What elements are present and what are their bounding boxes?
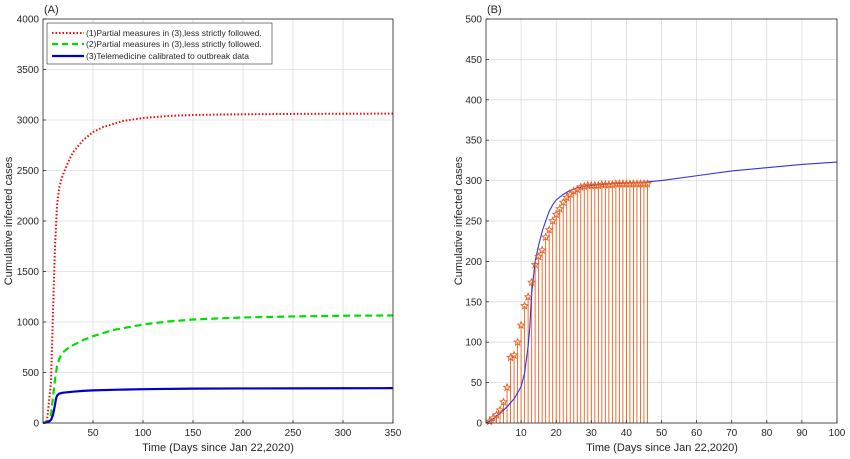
panel-label-b: (B) bbox=[487, 4, 502, 16]
y-tick-label-b: 150 bbox=[465, 297, 482, 308]
points-group-b bbox=[484, 179, 653, 426]
data-point-star bbox=[530, 259, 540, 269]
x-axis-label-a: Time (Days since Jan 22,2020) bbox=[142, 442, 294, 454]
data-point-star bbox=[506, 352, 516, 362]
data-point-star bbox=[502, 382, 512, 392]
data-point-star bbox=[541, 232, 551, 242]
x-tick-label-a: 350 bbox=[385, 428, 402, 439]
panel-label-a: (A) bbox=[44, 4, 59, 16]
x-tick-label-a: 300 bbox=[335, 428, 352, 439]
data-point-star bbox=[491, 410, 502, 419]
legend-box-a bbox=[46, 22, 273, 65]
y-tick-label-b: 450 bbox=[465, 55, 482, 66]
x-tick-label-b: 60 bbox=[691, 428, 703, 439]
chart-panel-b: 10 20 30 40 50 60 70 80 90 100 0 50 100 150 200 250 300 3… bbox=[453, 4, 846, 454]
stems-group-b bbox=[489, 183, 648, 423]
legend-entry-3: (3)Telemedicine calibrated to outbreak d… bbox=[86, 51, 249, 61]
x-tick-label-b: 90 bbox=[796, 428, 808, 439]
series-line-2 bbox=[42, 314, 394, 425]
y-tick-label-b: 400 bbox=[465, 95, 482, 106]
ticks-b: 10 20 30 40 50 60 70 80 90 100 0 50 100 150 200 250 300 3… bbox=[465, 15, 845, 440]
legend-entry-1: (1)Partial measures in (3),less strictly… bbox=[86, 28, 262, 38]
x-tick-label-a: 250 bbox=[285, 428, 302, 439]
x-tick-label-a: 50 bbox=[87, 428, 99, 439]
data-point-star bbox=[495, 405, 505, 414]
series-line-1 bbox=[42, 112, 394, 424]
y-tick-label-b: 100 bbox=[465, 338, 482, 349]
grid-b bbox=[486, 18, 838, 424]
fit-curve-line bbox=[485, 161, 838, 424]
x-tick-label-b: 40 bbox=[621, 428, 633, 439]
data-point-star bbox=[527, 277, 537, 287]
data-point-star bbox=[551, 209, 561, 219]
series-group-a bbox=[42, 112, 394, 425]
data-point-star bbox=[544, 225, 554, 234]
y-tick-label-b: 50 bbox=[471, 378, 483, 389]
y-tick-label-b: 350 bbox=[465, 136, 482, 147]
data-point-star bbox=[537, 245, 547, 254]
x-tick-label-b: 70 bbox=[726, 428, 738, 439]
legend-a: (1)Partial measures in (3),less strictly… bbox=[46, 22, 273, 65]
data-point-star bbox=[607, 179, 617, 189]
data-point-star bbox=[593, 180, 603, 190]
data-point-star bbox=[548, 216, 558, 225]
data-point-star bbox=[558, 197, 568, 207]
y-tick-label-b: 300 bbox=[465, 176, 482, 187]
x-tick-label-b: 20 bbox=[551, 428, 563, 439]
y-tick-label-b: 500 bbox=[465, 15, 482, 26]
x-tick-label-b: 100 bbox=[829, 428, 846, 439]
data-point-star bbox=[520, 301, 530, 310]
data-point-star bbox=[513, 337, 523, 347]
series-line-3 bbox=[42, 387, 394, 425]
fit-curve-group-b bbox=[485, 161, 838, 424]
x-tick-label-b: 10 bbox=[516, 428, 528, 439]
legend-entry-2: (2)Partial measures in (3),less strictly… bbox=[86, 39, 262, 49]
y-tick-label-b: 200 bbox=[465, 257, 482, 268]
x-tick-label-a: 100 bbox=[135, 428, 152, 439]
data-point-star bbox=[555, 204, 565, 213]
y-tick-label-b: 250 bbox=[465, 217, 482, 228]
data-point-star bbox=[572, 184, 582, 194]
y-axis-label-b: Cumulative infected cases bbox=[453, 156, 465, 285]
chart-panel-a: 50 100 150 200 250 300 35005001000150020002500… bbox=[3, 4, 402, 454]
y-tick-label-a: 1000 bbox=[17, 318, 40, 329]
y-axis-label-a: Cumulative infected cases bbox=[3, 156, 15, 285]
y-tick-label-a: 1500 bbox=[17, 267, 40, 278]
x-tick-label-b: 80 bbox=[761, 428, 773, 439]
x-tick-label-a: 200 bbox=[235, 428, 252, 439]
data-point-star bbox=[642, 179, 653, 188]
y-tick-label-a: 0 bbox=[33, 419, 39, 430]
data-point-star bbox=[509, 350, 519, 360]
data-point-star bbox=[516, 320, 526, 330]
y-tick-label-a: 4000 bbox=[17, 15, 40, 26]
y-tick-label-a: 2500 bbox=[17, 166, 40, 177]
x-tick-label-b: 50 bbox=[656, 428, 668, 439]
data-point-star bbox=[523, 292, 533, 301]
data-point-star bbox=[579, 181, 589, 191]
ticks-a: 50 100 150 200 250 300 35005001000150020002500… bbox=[17, 15, 402, 440]
y-tick-label-a: 2000 bbox=[17, 217, 40, 228]
y-tick-label-a: 3000 bbox=[17, 116, 40, 127]
data-point-star bbox=[569, 186, 579, 195]
data-point-star bbox=[576, 182, 586, 191]
data-point-star bbox=[534, 251, 544, 261]
x-tick-label-a: 150 bbox=[185, 428, 202, 439]
data-point-star bbox=[498, 397, 509, 406]
y-tick-label-b: 0 bbox=[476, 419, 482, 430]
y-tick-label-a: 500 bbox=[22, 368, 39, 379]
x-axis-label-b: Time (Days since Jan 22,2020) bbox=[586, 442, 738, 454]
x-tick-label-b: 30 bbox=[586, 428, 598, 439]
y-tick-label-a: 3500 bbox=[17, 65, 40, 76]
